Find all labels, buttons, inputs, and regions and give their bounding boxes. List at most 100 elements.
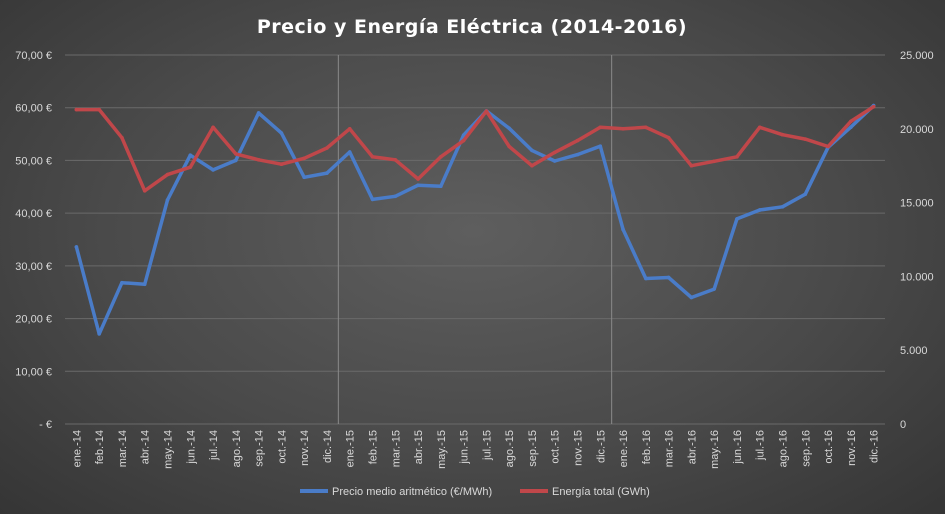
x-tick-label: abr.-14 xyxy=(140,430,152,464)
right-axis-ticks: 0 5.000 10.000 15.000 20.000 25.000 xyxy=(900,50,934,431)
x-tick-label: sep.-16 xyxy=(800,430,812,467)
data-point xyxy=(325,146,329,150)
data-point xyxy=(188,153,193,157)
data-point xyxy=(689,295,694,300)
x-tick-label: may.-15 xyxy=(436,430,448,469)
x-tick-label: dic.-16 xyxy=(869,430,881,463)
x-tick-label: ago.-14 xyxy=(231,430,243,467)
data-point xyxy=(142,282,147,287)
data-point xyxy=(598,125,603,130)
data-point xyxy=(780,205,785,209)
series-lines xyxy=(74,103,876,336)
data-point xyxy=(871,104,876,109)
data-point xyxy=(780,132,785,137)
data-point xyxy=(689,163,694,168)
left-axis-ticks: - € 10,00 € 20,00 € 30,00 € 40,00 € 50,00 € 60… xyxy=(15,50,52,431)
x-tick-label: ene.-15 xyxy=(345,430,357,467)
data-point xyxy=(757,125,762,130)
x-tick-label: jun.-14 xyxy=(185,430,197,465)
data-point xyxy=(393,194,398,199)
left-tick-label: 50,00 € xyxy=(15,155,52,167)
x-tick-label: sep.-15 xyxy=(527,430,539,467)
x-tick-label: nov.-16 xyxy=(846,430,858,466)
data-point xyxy=(234,152,238,156)
x-tick-label: abr.-16 xyxy=(686,430,698,464)
left-tick-label: 40,00 € xyxy=(15,208,52,220)
data-point xyxy=(279,131,284,135)
data-point xyxy=(256,157,261,162)
data-point xyxy=(393,157,398,162)
right-tick-label: 10.000 xyxy=(900,271,934,283)
gridlines xyxy=(65,54,885,425)
x-tick-label: dic.-15 xyxy=(595,430,607,463)
data-point xyxy=(97,332,101,336)
data-point xyxy=(712,287,716,291)
data-point xyxy=(74,245,79,249)
x-tick-label: ago.-15 xyxy=(504,430,516,467)
data-point xyxy=(575,138,580,143)
x-tick-label: mar.-14 xyxy=(117,430,129,467)
left-tick-label: 10,00 € xyxy=(15,366,52,378)
data-point xyxy=(302,175,306,180)
data-point xyxy=(347,150,352,154)
data-point xyxy=(735,155,739,159)
x-tick-label: sep.-14 xyxy=(254,430,266,467)
legend-label-precio: Precio medio aritmético (€/MWh) xyxy=(332,486,492,498)
right-tick-label: 15.000 xyxy=(900,198,934,210)
x-tick-label: jul.-16 xyxy=(755,430,767,461)
data-point xyxy=(211,168,215,172)
x-tick-label: oct.-16 xyxy=(823,430,835,464)
data-point xyxy=(165,198,170,202)
left-tick-label: 30,00 € xyxy=(15,261,52,273)
data-point xyxy=(552,159,557,163)
x-tick-label: nov.-14 xyxy=(299,430,311,466)
data-point xyxy=(279,162,284,167)
data-point xyxy=(849,119,853,124)
data-point xyxy=(234,158,238,163)
data-point xyxy=(735,217,739,221)
x-tick-label: jun.-15 xyxy=(459,430,471,465)
data-point xyxy=(666,275,671,280)
data-point xyxy=(142,188,147,193)
x-tick-label: nov.-15 xyxy=(573,430,585,466)
chart-title: Precio y Energía Eléctrica (2014-2016) xyxy=(257,16,687,38)
data-point xyxy=(507,144,511,149)
data-point xyxy=(757,208,762,212)
data-point xyxy=(507,126,511,131)
data-point xyxy=(256,111,261,115)
data-point xyxy=(530,163,534,168)
left-tick-label: - € xyxy=(39,419,52,431)
x-tick-label: oct.-15 xyxy=(550,430,562,464)
data-point xyxy=(165,172,170,177)
data-point xyxy=(325,171,329,175)
data-point xyxy=(803,192,808,196)
data-point xyxy=(849,125,853,130)
data-point xyxy=(552,150,557,155)
data-point xyxy=(188,165,193,169)
data-point xyxy=(666,135,671,140)
x-tick-label: mar.-16 xyxy=(664,430,676,467)
x-tick-label: abr.-15 xyxy=(413,430,425,464)
data-point xyxy=(712,159,716,164)
legend: Precio medio aritmético (€/MWh) Energía … xyxy=(300,486,650,498)
data-point xyxy=(74,107,79,112)
data-point xyxy=(621,127,625,131)
right-tick-label: 20.000 xyxy=(900,124,934,136)
data-point xyxy=(461,133,466,137)
series-line-0 xyxy=(74,103,876,336)
data-point xyxy=(826,144,830,149)
data-point xyxy=(120,135,124,140)
data-point xyxy=(530,148,534,153)
x-tick-label: jun.-16 xyxy=(732,430,744,465)
x-tick-label: ene.-16 xyxy=(618,430,630,467)
right-tick-label: 25.000 xyxy=(900,50,934,62)
x-tick-label: jul.-14 xyxy=(208,430,220,461)
x-tick-label: jul.-15 xyxy=(481,430,493,461)
data-point xyxy=(644,276,648,281)
x-tick-label: may.-16 xyxy=(709,430,721,469)
data-point xyxy=(120,280,124,285)
x-tick-label: mar.-15 xyxy=(390,430,402,467)
data-point xyxy=(803,137,808,141)
data-point xyxy=(644,125,648,130)
